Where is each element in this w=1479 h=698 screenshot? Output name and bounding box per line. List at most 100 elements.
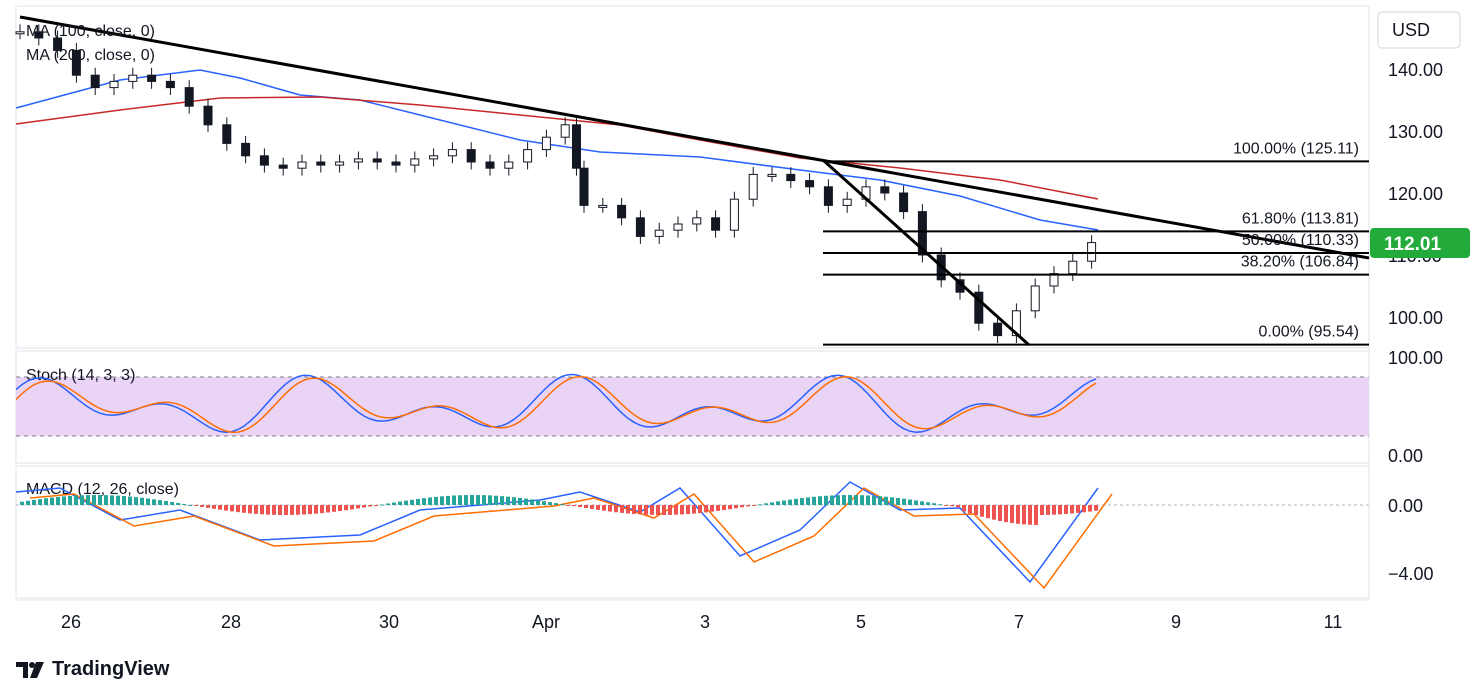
macd-histogram-bar [680, 505, 684, 515]
macd-histogram-bar [422, 498, 426, 505]
macd-histogram-bar [458, 495, 462, 505]
macd-histogram-bar [776, 501, 780, 505]
macd-histogram-bar [380, 504, 384, 506]
macd-histogram-bar [32, 499, 36, 505]
fib-level-label: 100.00% (125.11) [1233, 140, 1359, 157]
macd-histogram-bar [284, 505, 288, 515]
candle-body [147, 74, 157, 82]
macd-histogram-bar [872, 495, 876, 505]
macd-histogram-bar [122, 496, 126, 505]
macd-histogram-bar [506, 496, 510, 505]
macd-histogram-bar [656, 505, 660, 515]
ma100-legend[interactable]: MA (100, close, 0) [26, 23, 155, 40]
macd-histogram-bar [512, 497, 516, 505]
candle-body [128, 74, 138, 82]
macd-histogram-bar [224, 505, 228, 511]
macd-histogram-bar [968, 505, 972, 514]
tradingview-logo[interactable]: TradingView [16, 658, 169, 681]
macd-histogram-bar [164, 501, 168, 505]
candle-body [786, 173, 796, 182]
macd-histogram-bar [56, 496, 60, 505]
macd-histogram-bar [788, 499, 792, 505]
macd-histogram-bar [338, 505, 342, 512]
macd-histogram-bar [446, 495, 450, 505]
candle-body [184, 87, 194, 107]
ma200-legend[interactable]: MA (200, close, 0) [26, 47, 155, 64]
macd-histogram-bar [722, 505, 726, 511]
macd-histogram-bar [1022, 505, 1026, 525]
macd-histogram-bar [206, 505, 210, 508]
macd-pane[interactable] [15, 465, 1370, 599]
macd-histogram-bar [980, 505, 984, 517]
fibonacci-retracement[interactable]: 100.00% (125.11) 61.80% (113.81) 50.00% (1… [823, 140, 1369, 346]
candle-body [842, 198, 852, 206]
candle-body [692, 217, 702, 225]
candle-body [598, 204, 608, 208]
macd-histogram-bar [602, 505, 606, 511]
macd-histogram-bar [710, 505, 714, 512]
price-pane[interactable] [15, 5, 1370, 349]
time-tick-label: 3 [700, 612, 710, 632]
macd-histogram-bar [596, 505, 600, 510]
macd-histogram-bar [476, 495, 480, 505]
macd-histogram-bar [398, 501, 402, 505]
fib-level-label: 50.00% (110.33) [1242, 232, 1359, 249]
macd-histogram-bar [1034, 505, 1038, 525]
macd-histogram-bar [746, 505, 750, 507]
macd-histogram-bar [140, 497, 144, 505]
macd-histogram-bar [878, 496, 882, 505]
macd-histogram-bar [686, 505, 690, 515]
macd-histogram-bar [1058, 505, 1062, 515]
macd-histogram-bar [218, 505, 222, 510]
time-tick-label: 26 [61, 612, 81, 632]
stoch-k-line [15, 373, 1097, 433]
candle-body [353, 158, 363, 163]
macd-histogram-bar [230, 505, 234, 512]
macd-histogram-bar [890, 497, 894, 505]
macd-histogram-bar [884, 496, 888, 505]
candle-body [617, 204, 627, 219]
candle-body [523, 149, 533, 163]
macd-histogram-bar [194, 505, 198, 506]
candle-body [673, 223, 683, 231]
macd-histogram-bar [554, 503, 558, 505]
moving-average-layer [15, 69, 1099, 231]
macd-histogram-bar [566, 505, 570, 506]
candle-body [899, 192, 909, 213]
currency-button[interactable] [1377, 11, 1461, 49]
macd-histogram-bar [356, 505, 360, 509]
macd-histogram-bar [650, 505, 654, 515]
candle-body [372, 158, 382, 163]
stoch-legend[interactable]: Stoch (14, 3, 3) [26, 367, 135, 384]
macd-histogram-bar [758, 504, 762, 506]
macd-histogram-bar [1094, 505, 1098, 511]
macd-histogram-bar [812, 496, 816, 505]
descending-trendline[interactable] [19, 15, 1370, 260]
macd-histogram-bar [626, 505, 630, 514]
macd-histogram-bar [44, 498, 48, 505]
macd-histogram-bar [764, 503, 768, 505]
macd-histogram-bar [1064, 505, 1068, 514]
macd-histogram-bar [932, 503, 936, 505]
candle-body [729, 198, 739, 231]
candle-body [485, 161, 495, 169]
macd-histogram-bar [770, 502, 774, 505]
macd-histogram-bar [674, 505, 678, 515]
macd-histogram-bar [662, 505, 666, 515]
macd-histogram-bar [962, 505, 966, 512]
macd-histogram-bar [260, 505, 264, 515]
candle-body [711, 217, 721, 231]
fib-level-label: 61.80% (113.81) [1242, 210, 1359, 227]
macd-histogram-bar [752, 505, 756, 506]
macd-legend[interactable]: MACD (12, 26, close) [26, 481, 179, 498]
macd-histogram-bar [668, 505, 672, 515]
macd-histogram-bar [254, 505, 258, 514]
fib-level-label: 0.00% (95.54) [1258, 324, 1359, 341]
candle-body [1087, 242, 1097, 262]
macd-histogram-bar [344, 505, 348, 511]
last-price-badge [1370, 228, 1470, 258]
candle-body [917, 211, 927, 256]
macd-histogram-bar [146, 498, 150, 505]
macd-histogram-bar [176, 502, 180, 505]
